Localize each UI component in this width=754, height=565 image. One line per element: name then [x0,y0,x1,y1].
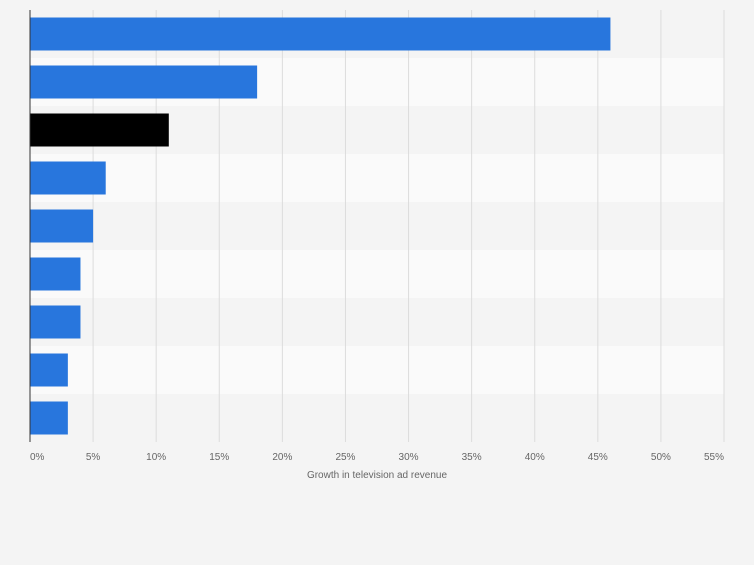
bars [30,17,611,435]
x-tick-label: 40% [525,452,545,463]
bar[interactable] [30,401,68,435]
bar[interactable] [30,65,258,99]
bar[interactable] [30,161,106,195]
bar[interactable] [30,113,169,147]
x-tick-label: 25% [335,452,355,463]
x-tick-label: 45% [588,452,608,463]
bar[interactable] [30,257,81,291]
x-tick-label: 30% [399,452,419,463]
row-band [30,298,724,346]
x-tick-label: 0% [30,452,45,463]
x-tick-labels: 0% 5% 10% 15% 20% 25% 30% 35% 40% 45% 50% 55% [30,452,724,463]
row-band [30,346,724,394]
x-tick-label: 55% [704,452,724,463]
x-tick-label: 35% [462,452,482,463]
x-tick-label: 50% [651,452,671,463]
row-band [30,154,724,202]
row-band [30,250,724,298]
bar[interactable] [30,353,68,387]
bar[interactable] [30,17,611,51]
row-band [30,202,724,250]
x-tick-label: 20% [272,452,292,463]
x-tick-label: 5% [86,452,101,463]
x-axis-label: Growth in television ad revenue [307,470,448,481]
bar[interactable] [30,305,81,339]
x-tick-label: 10% [146,452,166,463]
row-band [30,394,724,442]
row-bands [30,10,724,442]
gridlines [92,10,725,442]
x-tick-label: 15% [209,452,229,463]
bar[interactable] [30,209,94,243]
